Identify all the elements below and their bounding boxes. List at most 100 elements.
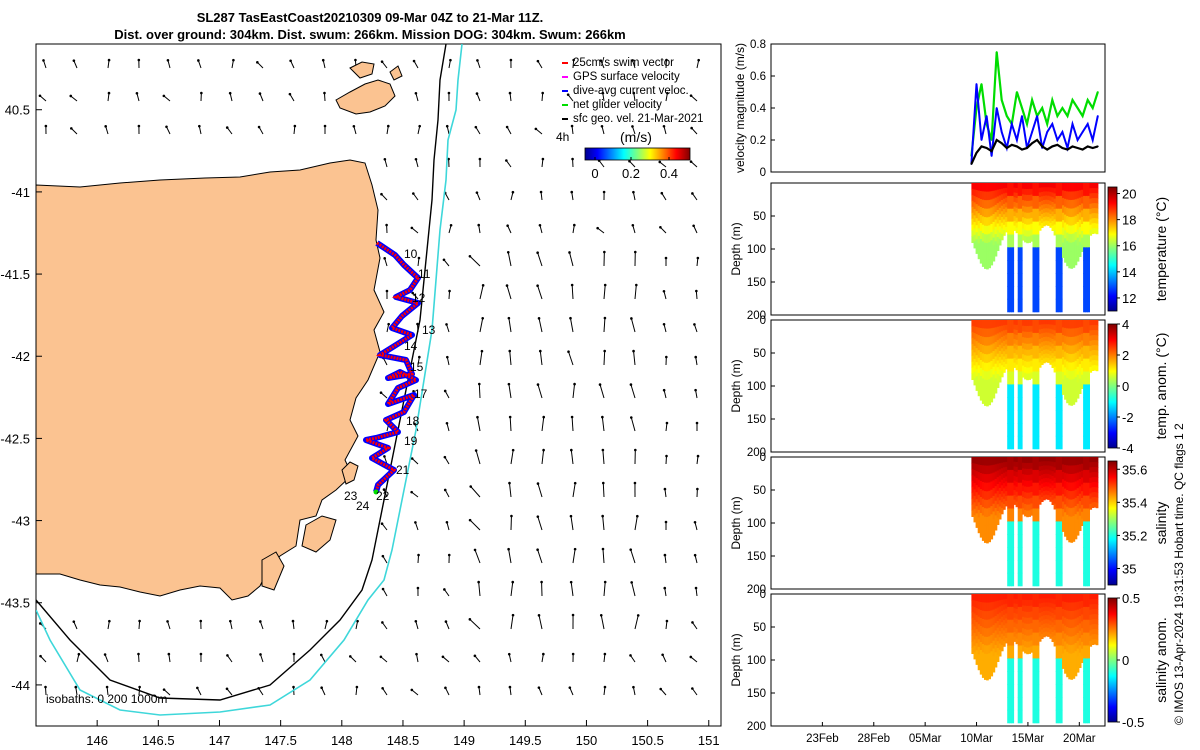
map-x-tick-label: 149.5	[509, 733, 542, 748]
vector-arrow-head	[663, 586, 667, 590]
section-cell	[1078, 457, 1082, 465]
section-cell	[1034, 273, 1038, 287]
section-cell	[1072, 499, 1076, 509]
section-cell	[1081, 641, 1084, 650]
section-cell	[1022, 365, 1025, 372]
vector-arrow-head	[383, 257, 386, 260]
section-cell	[1087, 358, 1090, 373]
section-cell	[1026, 594, 1029, 601]
section-cell	[1009, 619, 1012, 634]
section-cell	[986, 328, 989, 338]
section-cell	[1034, 482, 1038, 497]
section-cell	[971, 647, 975, 654]
section-cell	[977, 525, 981, 534]
section-cell	[1007, 298, 1010, 313]
section-cell	[1091, 325, 1095, 331]
vector-arrow-head	[473, 654, 477, 658]
section-cell	[1005, 354, 1008, 360]
vector-arrow	[602, 450, 605, 465]
section-cell	[971, 320, 975, 327]
section-cell	[1059, 358, 1063, 373]
section-cell	[981, 336, 985, 346]
section-cell	[1017, 697, 1021, 711]
section-cell	[971, 224, 975, 232]
section-cell	[1068, 183, 1071, 193]
vector-arrow-head	[662, 322, 666, 326]
section-cell	[996, 340, 1000, 348]
section-cell	[1043, 354, 1046, 359]
section-cell	[1009, 658, 1012, 672]
section-cell	[1024, 504, 1027, 511]
vector-arrow-head	[693, 520, 697, 524]
section-cell	[1040, 342, 1044, 348]
section-cell	[986, 491, 989, 501]
section-cell	[1045, 187, 1048, 192]
section-cell	[1022, 616, 1025, 624]
section-cell	[1026, 367, 1029, 375]
section-cell	[1072, 524, 1076, 534]
section-cell	[1070, 191, 1074, 201]
section-y-tick-label: 150	[747, 551, 766, 563]
section-cell	[998, 201, 1002, 209]
section-cell	[1013, 490, 1017, 496]
section-cell	[1057, 469, 1061, 484]
section-cell	[996, 243, 1000, 251]
section-cell	[1055, 183, 1059, 197]
vector-arrow-head	[660, 191, 664, 195]
section-cell	[1034, 435, 1038, 450]
section-cell	[1007, 457, 1010, 471]
section-cell	[1083, 195, 1086, 210]
section-cell	[1017, 572, 1021, 587]
section-cell	[1038, 343, 1042, 349]
section-cell	[1015, 638, 1019, 645]
section-cell	[1026, 373, 1029, 381]
section-cell	[1072, 199, 1076, 209]
section-cell	[1026, 605, 1029, 613]
section-cell	[1022, 320, 1025, 327]
vector-arrow-head	[632, 685, 635, 689]
vector-arrow	[694, 555, 698, 564]
section-cell	[977, 662, 981, 671]
section-cell	[1015, 359, 1019, 366]
section-cell	[1051, 466, 1055, 472]
section-cell	[1074, 215, 1078, 225]
section-cell	[1053, 640, 1057, 647]
vector-arrow-head	[468, 518, 472, 522]
section-cell	[1043, 486, 1046, 492]
section-cell	[975, 608, 979, 616]
section-cell	[1062, 320, 1065, 328]
section-cell	[1072, 241, 1076, 251]
section-cell	[1076, 359, 1080, 368]
section-cell	[1005, 202, 1008, 208]
section-cell	[986, 225, 989, 236]
vector-arrow-head	[473, 548, 477, 552]
section-cell	[1024, 331, 1027, 339]
section-cell	[1089, 229, 1093, 236]
dive-avg-speed-line-point	[1091, 139, 1094, 141]
section-cell	[1043, 204, 1046, 210]
vector-arrow	[600, 615, 605, 630]
section-cell	[1043, 358, 1046, 364]
section-cell	[992, 495, 996, 505]
section-cell	[1076, 609, 1080, 618]
section-cell	[1022, 628, 1025, 635]
section-cell	[973, 352, 977, 360]
section-cell	[1040, 209, 1044, 215]
section-cell	[1087, 397, 1090, 411]
section-cell	[1022, 502, 1025, 509]
section-cell	[1068, 594, 1071, 604]
section-cell	[1083, 298, 1086, 313]
section-cell	[996, 183, 1000, 191]
section-cell	[981, 532, 985, 541]
section-cell	[1011, 619, 1015, 634]
section-cell	[1093, 497, 1097, 503]
vector-arrow-head	[475, 92, 479, 95]
section-cell	[1030, 628, 1034, 636]
section-cell	[1078, 241, 1082, 250]
section-cell	[1019, 632, 1023, 647]
section-cell	[971, 468, 975, 476]
section-cell	[1047, 478, 1050, 483]
section-cell	[1085, 247, 1088, 261]
vector-arrow-head	[661, 653, 664, 657]
section-cell	[984, 371, 987, 381]
